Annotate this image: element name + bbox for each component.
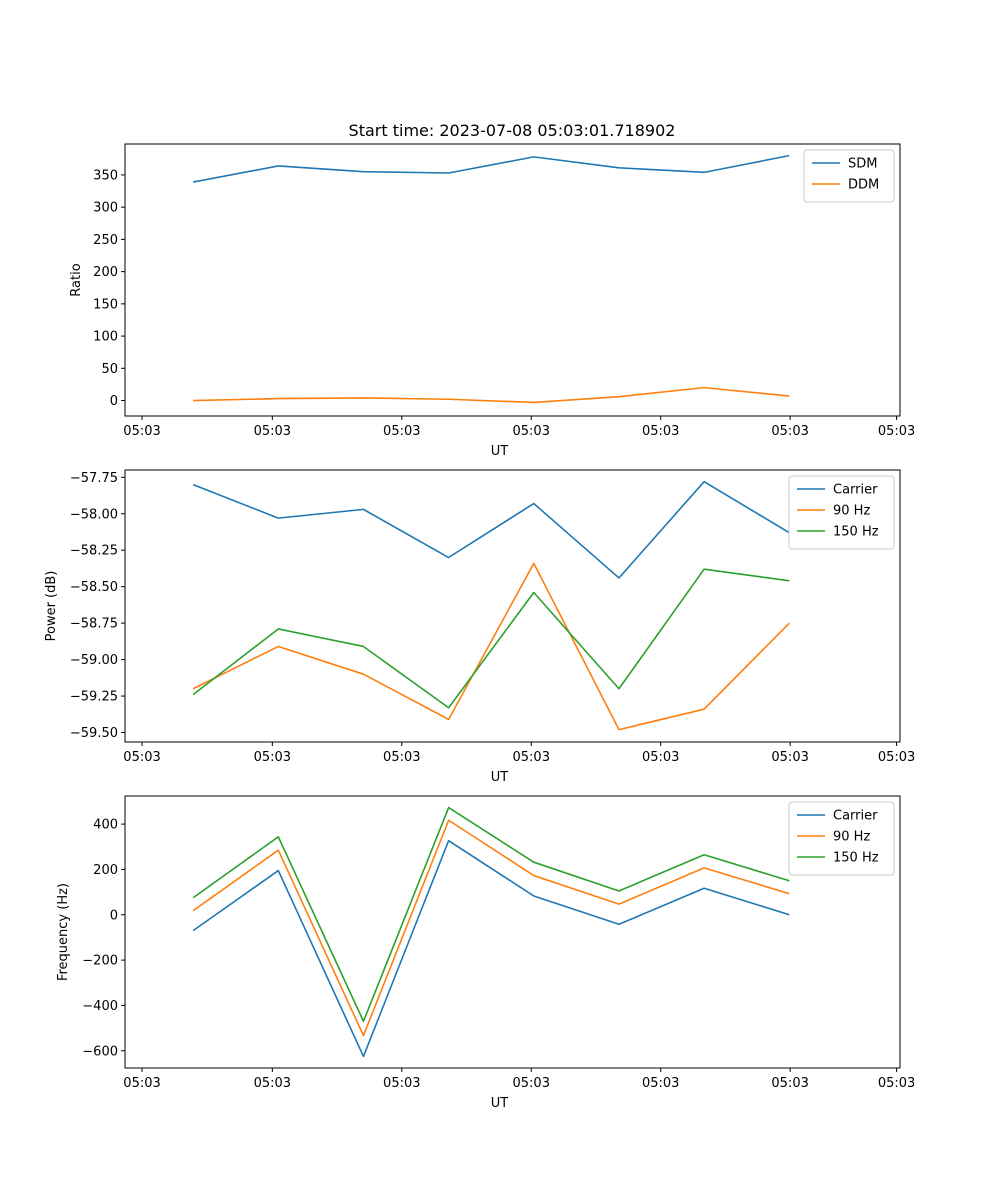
power-y-tick-label: −58.50 <box>70 580 118 595</box>
power-y-tick-label: −59.50 <box>70 726 118 741</box>
frequency-x-tick-label: 05:03 <box>513 1076 550 1091</box>
frequency-x-tick-label: 05:03 <box>642 1076 679 1091</box>
frequency-x-tick-label: 05:03 <box>254 1076 291 1091</box>
frequency-series-90-hz-line <box>192 819 790 1037</box>
ratio-x-tick-label: 05:03 <box>513 424 550 439</box>
ratio-panel: 05:03 05:03 05:03 05:03 05:03 05:03 05:03 0 50 10… <box>69 143 915 459</box>
frequency-x-tick-label: 05:03 <box>123 1076 160 1091</box>
frequency-series-150-hz-line <box>192 806 790 1023</box>
ratio-plot-area <box>124 143 901 417</box>
frequency-legend: Carrier 90 Hz 150 Hz <box>788 801 895 876</box>
power-y-tick-label: −59.00 <box>70 653 118 668</box>
frequency-legend-label-carrier: Carrier <box>833 809 878 824</box>
ratio-x-tick-label: 05:03 <box>878 424 915 439</box>
power-x-tick-label: 05:03 <box>123 750 160 765</box>
power-x-tick-label: 05:03 <box>878 750 915 765</box>
power-x-axis-label: UT <box>491 770 509 785</box>
power-series-carrier-line <box>192 480 790 579</box>
ratio-x-axis-label: UT <box>491 444 509 459</box>
ratio-y-tick-label: 0 <box>110 394 118 409</box>
power-y-tick-label: −58.25 <box>70 544 118 559</box>
power-panel: 05:03 05:03 05:03 05:03 05:03 05:03 05:03 −57.7… <box>44 469 915 785</box>
frequency-y-tick-label: −200 <box>82 954 118 969</box>
frequency-x-tick-label: 05:03 <box>383 1076 420 1091</box>
power-legend-label-carrier: Carrier <box>833 483 878 498</box>
power-series-90-hz-line <box>192 562 790 731</box>
power-x-tick-label: 05:03 <box>513 750 550 765</box>
power-x-tick-label: 05:03 <box>254 750 291 765</box>
ratio-x-tick-label: 05:03 <box>771 424 808 439</box>
power-y-tick-label: −57.75 <box>70 471 118 486</box>
frequency-y-tick-label: 0 <box>110 908 118 923</box>
power-legend-label-150-hz: 150 Hz <box>833 525 879 540</box>
power-y-tick-label: −59.25 <box>70 690 118 705</box>
ratio-legend: SDM DDM <box>803 149 895 203</box>
ratio-y-tick-label: 100 <box>93 330 118 345</box>
ratio-legend-label-sdm: SDM <box>848 157 877 172</box>
ratio-y-tick-label: 150 <box>93 297 118 312</box>
ratio-y-tick-label: 250 <box>93 233 118 248</box>
ratio-y-tick-label: 50 <box>101 362 118 377</box>
frequency-y-tick-label: 200 <box>93 863 118 878</box>
frequency-x-tick-label: 05:03 <box>771 1076 808 1091</box>
frequency-series-carrier-line <box>192 839 790 1058</box>
ratio-y-tick-label: 350 <box>93 168 118 183</box>
ratio-y-tick-label: 300 <box>93 201 118 216</box>
chart-title: Start time: 2023-07-08 05:03:01.718902 <box>349 121 676 140</box>
ratio-y-axis-label: Ratio <box>69 263 84 296</box>
power-x-tick-label: 05:03 <box>642 750 679 765</box>
frequency-x-tick-label: 05:03 <box>878 1076 915 1091</box>
power-plot-area <box>124 469 901 743</box>
frequency-legend-label-90-hz: 90 Hz <box>833 830 870 845</box>
frequency-y-tick-label: −400 <box>82 999 118 1014</box>
frequency-x-axis-label: UT <box>491 1096 509 1111</box>
frequency-y-axis-label: Frequency (Hz) <box>56 883 71 981</box>
frequency-y-tick-label: 400 <box>93 818 118 833</box>
frequency-y-tick-label: −600 <box>82 1044 118 1059</box>
frequency-legend-label-150-hz: 150 Hz <box>833 851 879 866</box>
frequency-plot-area <box>124 795 901 1069</box>
ratio-series-sdm-line <box>192 154 790 183</box>
power-y-axis-label: Power (dB) <box>44 571 59 642</box>
ratio-y-tick-label: 200 <box>93 265 118 280</box>
frequency-panel: 05:03 05:03 05:03 05:03 05:03 05:03 05:03 −600 −… <box>56 795 915 1111</box>
power-series-150-hz-line <box>192 568 790 709</box>
ratio-x-tick-label: 05:03 <box>383 424 420 439</box>
ratio-x-tick-label: 05:03 <box>642 424 679 439</box>
power-legend-label-90-hz: 90 Hz <box>833 504 870 519</box>
power-y-tick-label: −58.00 <box>70 507 118 522</box>
power-legend: Carrier 90 Hz 150 Hz <box>788 475 895 550</box>
ratio-x-tick-label: 05:03 <box>254 424 291 439</box>
ratio-legend-label-ddm: DDM <box>848 178 879 193</box>
ratio-series-ddm-line <box>193 386 790 404</box>
ratio-x-tick-label: 05:03 <box>123 424 160 439</box>
power-y-tick-label: −58.75 <box>70 617 118 632</box>
power-x-tick-label: 05:03 <box>383 750 420 765</box>
power-x-tick-label: 05:03 <box>771 750 808 765</box>
